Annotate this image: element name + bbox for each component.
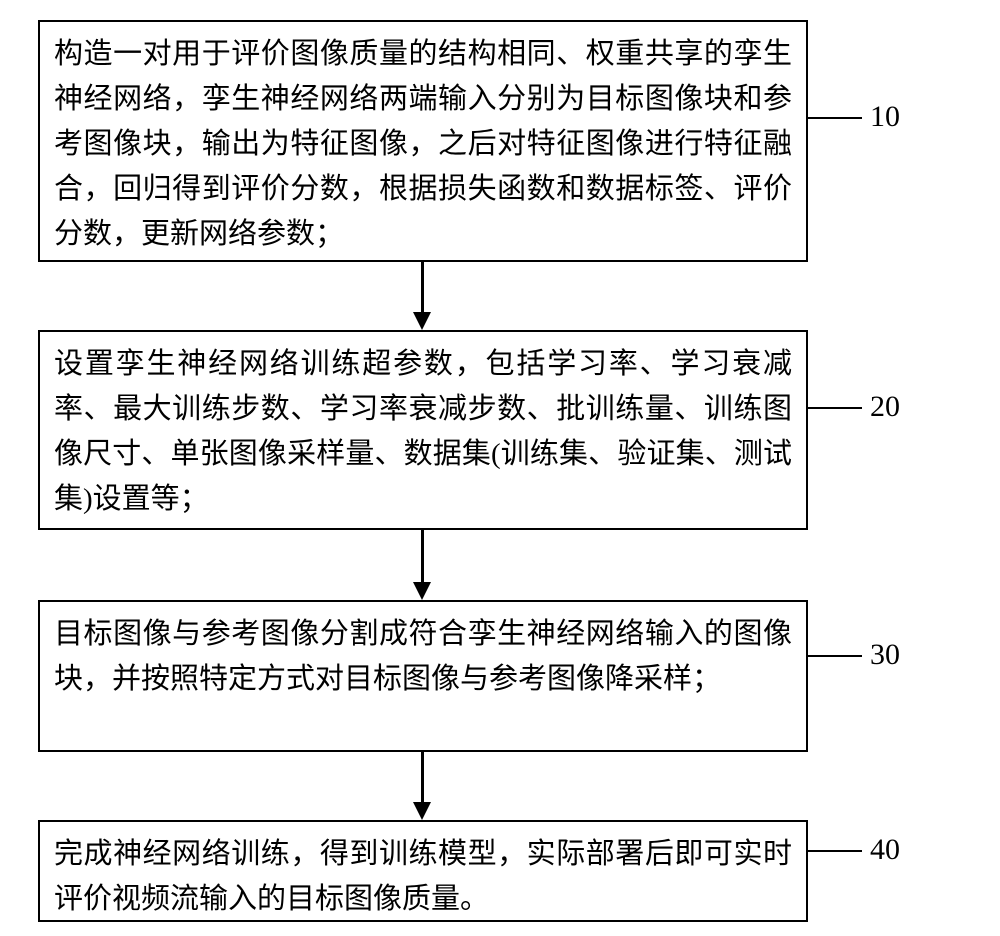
- label-line-40: [808, 850, 862, 852]
- flow-label-40: 40: [870, 833, 900, 867]
- flow-node-30-text: 目标图像与参考图像分割成符合孪生神经网络输入的图像块，并按照特定方式对目标图像与…: [54, 618, 792, 695]
- arrow-10-20-head: [413, 312, 431, 330]
- flow-node-10: 构造一对用于评价图像质量的结构相同、权重共享的孪生神经网络，孪生神经网络两端输入…: [38, 20, 808, 262]
- flow-node-40-text: 完成神经网络训练，得到训练模型，实际部署后即可实时评价视频流输入的目标图像质量。: [54, 838, 792, 915]
- arrow-10-20-line: [421, 262, 424, 312]
- flow-label-20: 20: [870, 390, 900, 424]
- label-line-10: [808, 117, 862, 119]
- arrow-30-40-line: [421, 752, 424, 802]
- arrow-20-30-line: [421, 530, 424, 582]
- label-line-20: [808, 407, 862, 409]
- label-line-30: [808, 655, 862, 657]
- flow-node-30: 目标图像与参考图像分割成符合孪生神经网络输入的图像块，并按照特定方式对目标图像与…: [38, 600, 808, 752]
- flow-node-40: 完成神经网络训练，得到训练模型，实际部署后即可实时评价视频流输入的目标图像质量。: [38, 820, 808, 922]
- arrow-30-40-head: [413, 802, 431, 820]
- flow-node-20: 设置孪生神经网络训练超参数，包括学习率、学习衰减率、最大训练步数、学习率衰减步数…: [38, 330, 808, 530]
- flow-label-30: 30: [870, 638, 900, 672]
- flow-label-10: 10: [870, 100, 900, 134]
- flowchart-canvas: 构造一对用于评价图像质量的结构相同、权重共享的孪生神经网络，孪生神经网络两端输入…: [0, 0, 1000, 936]
- arrow-20-30-head: [413, 582, 431, 600]
- flow-node-10-text: 构造一对用于评价图像质量的结构相同、权重共享的孪生神经网络，孪生神经网络两端输入…: [54, 38, 792, 250]
- flow-node-20-text: 设置孪生神经网络训练超参数，包括学习率、学习衰减率、最大训练步数、学习率衰减步数…: [54, 348, 792, 515]
